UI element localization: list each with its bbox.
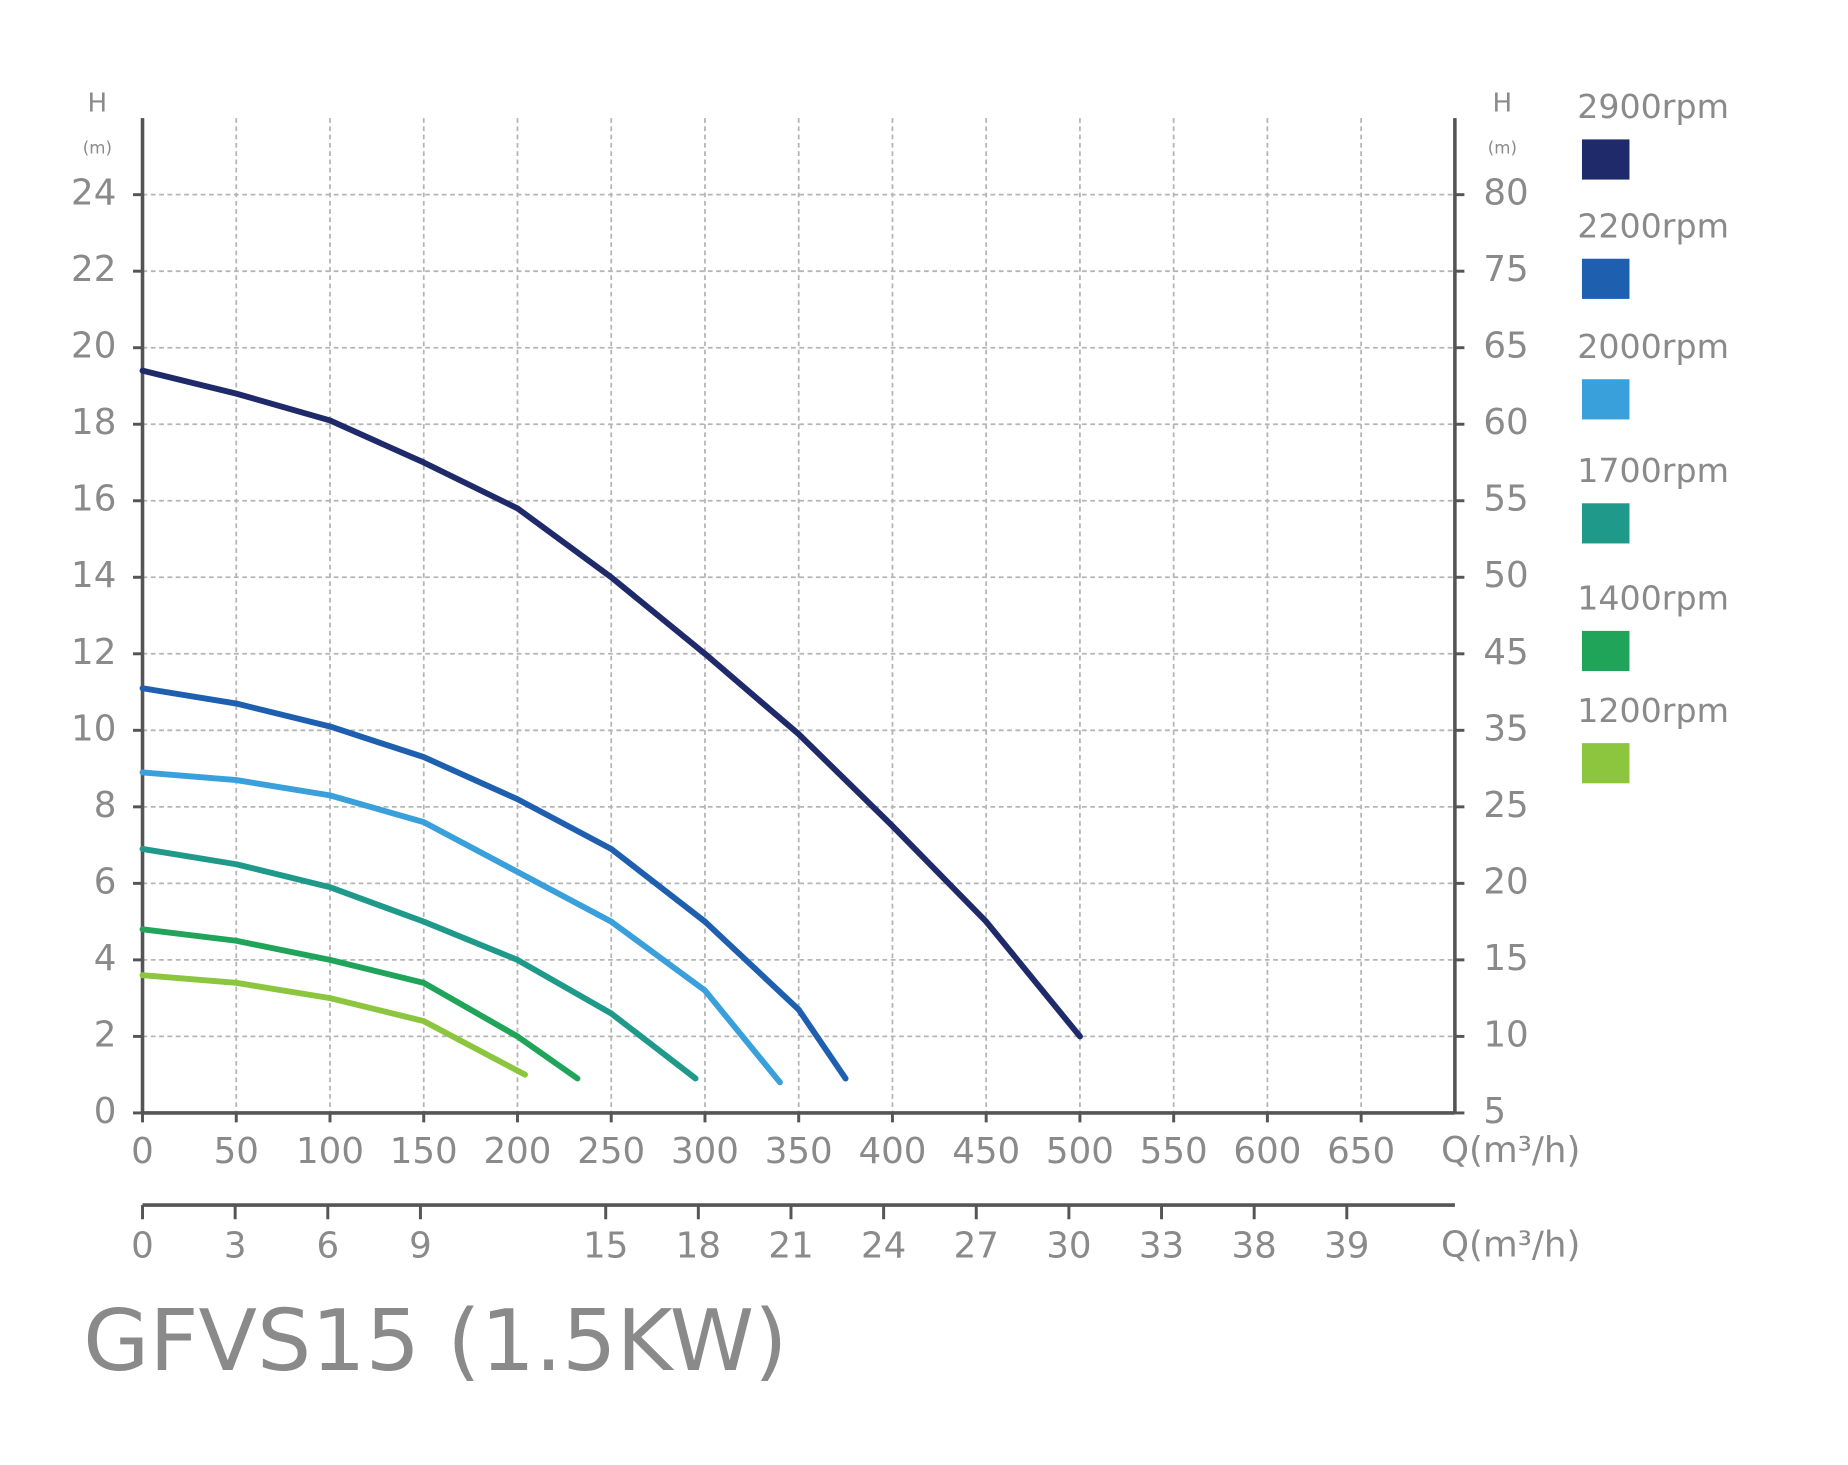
x2-tick-label: 24 xyxy=(861,1226,906,1267)
y2-tick-label: 50 xyxy=(1483,555,1528,596)
y2-tick-label: 5 xyxy=(1483,1091,1506,1132)
x2-tick-label: 9 xyxy=(409,1226,432,1267)
y-tick-label: 8 xyxy=(94,785,117,826)
legend-swatch xyxy=(1581,743,1630,784)
x2-tick-label: 27 xyxy=(954,1226,999,1267)
curve xyxy=(139,685,849,1082)
x-tick-label: 550 xyxy=(1140,1131,1208,1172)
y-label: H xyxy=(88,89,108,119)
x-tick-label: 450 xyxy=(952,1131,1020,1172)
x-tick-label: 100 xyxy=(296,1131,364,1172)
x-tick-label: 50 xyxy=(214,1131,259,1172)
y-tick-label: 0 xyxy=(94,1091,117,1132)
x2-tick-label: 0 xyxy=(131,1226,154,1267)
x2-tick-label: 6 xyxy=(316,1226,339,1267)
y-tick-label: 16 xyxy=(71,479,116,520)
x-tick-label: 400 xyxy=(858,1131,926,1172)
y2-label: H xyxy=(1493,89,1513,119)
legend-label: 1200rpm xyxy=(1577,691,1729,730)
y2-tick-label: 45 xyxy=(1483,632,1528,673)
curve xyxy=(139,972,528,1078)
x-tick-label: 200 xyxy=(483,1131,551,1172)
y-tick-label: 20 xyxy=(71,326,116,367)
y2-tick-label: 20 xyxy=(1483,861,1528,902)
legend-swatch xyxy=(1581,503,1630,544)
y2-tick-label: 55 xyxy=(1483,479,1528,520)
y-tick-label: 12 xyxy=(71,632,116,673)
legend-label: 1400rpm xyxy=(1577,579,1729,618)
y2-tick-label: 60 xyxy=(1483,402,1528,443)
x2-tick-label: 18 xyxy=(676,1226,721,1267)
chart-title: GFVS15 (1.5KW) xyxy=(83,1292,787,1391)
x-tick-label: 350 xyxy=(765,1131,833,1172)
y-tick-label: 10 xyxy=(71,708,116,749)
x-tick-label: 150 xyxy=(390,1131,458,1172)
y-tick-label: 18 xyxy=(71,402,116,443)
y-unit: (m) xyxy=(83,138,112,157)
legend-swatch xyxy=(1581,379,1630,420)
curve xyxy=(139,926,581,1082)
curve xyxy=(139,367,1083,1040)
legend-label: 2000rpm xyxy=(1577,327,1729,366)
curve xyxy=(139,845,699,1082)
y2-tick-label: 75 xyxy=(1483,249,1528,290)
y2-tick-label: 25 xyxy=(1483,785,1528,826)
y2-unit: (m) xyxy=(1488,138,1517,157)
y2-tick-label: 65 xyxy=(1483,326,1528,367)
y-tick-label: 14 xyxy=(71,555,116,596)
x-tick-label: 600 xyxy=(1233,1131,1301,1172)
legend-label: 2900rpm xyxy=(1577,87,1729,126)
x-tick-label: 0 xyxy=(131,1131,154,1172)
x-label: Q(m³/h) xyxy=(1441,1130,1580,1171)
x2-tick-label: 38 xyxy=(1232,1226,1277,1267)
x2-tick-label: 30 xyxy=(1046,1226,1091,1267)
x2-tick-label: 21 xyxy=(768,1226,813,1267)
x-tick-label: 500 xyxy=(1046,1131,1114,1172)
x2-tick-label: 33 xyxy=(1139,1226,1184,1267)
x-tick-label: 250 xyxy=(577,1131,645,1172)
y2-tick-label: 35 xyxy=(1483,708,1528,749)
legend-swatch xyxy=(1581,258,1630,299)
y-tick-label: 6 xyxy=(94,861,117,902)
x-tick-label: 650 xyxy=(1327,1131,1395,1172)
legend-label: 1700rpm xyxy=(1577,451,1729,490)
y2-tick-label: 15 xyxy=(1483,938,1528,979)
legend-swatch xyxy=(1581,139,1630,180)
y-tick-label: 4 xyxy=(94,938,117,979)
x2-tick-label: 3 xyxy=(224,1226,247,1267)
curve xyxy=(139,769,783,1086)
x2-tick-label: 15 xyxy=(583,1226,628,1267)
legend-swatch xyxy=(1581,630,1630,672)
y2-tick-label: 10 xyxy=(1483,1014,1528,1055)
legend-label: 2200rpm xyxy=(1577,207,1729,246)
y-tick-label: 22 xyxy=(71,249,116,290)
y2-tick-label: 80 xyxy=(1483,173,1528,214)
x-tick-label: 300 xyxy=(671,1131,739,1172)
x2-label: Q(m³/h) xyxy=(1441,1224,1580,1265)
y-tick-label: 24 xyxy=(71,173,116,214)
y-tick-label: 2 xyxy=(94,1014,117,1055)
x2-tick-label: 39 xyxy=(1324,1226,1369,1267)
